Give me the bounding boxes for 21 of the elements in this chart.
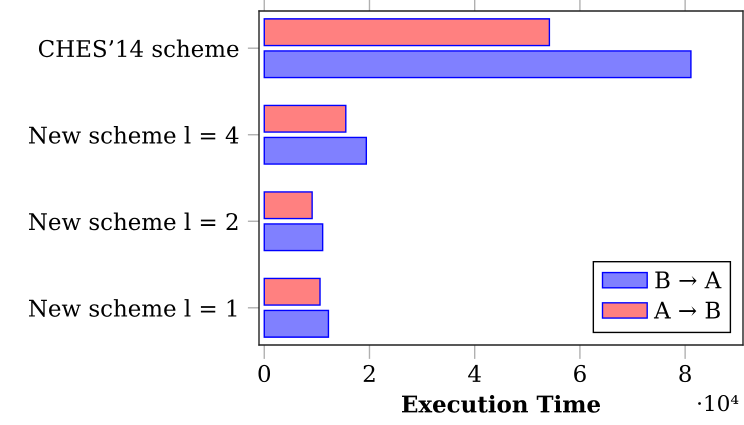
x-tick-label: 2 xyxy=(364,364,375,382)
text: ·10⁴ xyxy=(698,394,738,412)
x-axis-title: Execution Time xyxy=(402,394,600,413)
y-tick-label: New scheme l = 1 xyxy=(28,299,236,317)
bar xyxy=(264,50,692,78)
bar xyxy=(264,18,550,46)
bar xyxy=(264,191,313,220)
bar xyxy=(264,278,321,306)
bar xyxy=(264,223,324,252)
bar xyxy=(264,136,368,165)
legend-label: B → A xyxy=(655,272,722,288)
x-tick-label: 6 xyxy=(574,364,586,382)
y-tick-label: CHES’14 scheme xyxy=(38,40,238,58)
x-tick-label: 0 xyxy=(258,364,270,382)
y-tick-label: New scheme l = 4 xyxy=(28,126,238,144)
legend-label: A → B xyxy=(654,302,720,318)
bar xyxy=(264,104,346,133)
x-tick-label: 8 xyxy=(679,364,691,382)
bar xyxy=(264,310,330,338)
x-tick-label: 4 xyxy=(468,364,481,382)
y-tick-label: New scheme l = 2 xyxy=(28,212,238,230)
